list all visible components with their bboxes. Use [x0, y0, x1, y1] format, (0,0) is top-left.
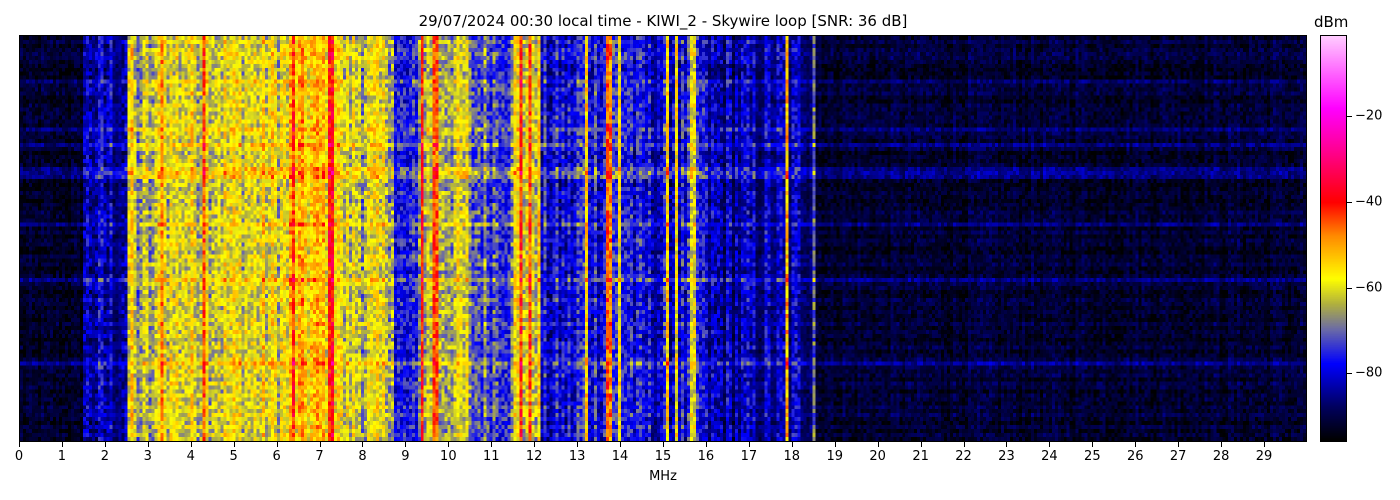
x-tick-label: 20	[869, 449, 886, 464]
x-tick	[1049, 442, 1051, 447]
x-tick-label: 15	[654, 449, 672, 464]
x-tick-label: 29	[1255, 449, 1273, 464]
colorbar-tick-label: −60	[1355, 280, 1383, 296]
x-tick	[1264, 442, 1266, 447]
x-tick-label: 0	[14, 449, 24, 464]
colorbar-tick	[1347, 373, 1352, 375]
x-tick	[190, 442, 192, 447]
x-tick-label: 16	[697, 449, 715, 464]
x-tick	[276, 442, 278, 447]
x-tick-label: 10	[440, 449, 457, 464]
x-tick	[1092, 442, 1094, 447]
colorbar-label: dBm	[1314, 13, 1349, 31]
x-tick	[491, 442, 493, 447]
x-tick-label: 2	[100, 449, 109, 464]
x-tick	[577, 442, 579, 447]
x-tick	[663, 442, 664, 447]
x-tick-label: 3	[143, 449, 152, 464]
x-tick-label: 5	[229, 449, 238, 464]
x-tick-label: 26	[1126, 449, 1144, 464]
x-tick	[362, 442, 364, 447]
x-tick-label: 25	[1084, 449, 1101, 464]
x-tick	[19, 442, 20, 447]
x-tick-label: 6	[272, 449, 281, 464]
x-tick-label: 13	[568, 449, 586, 464]
x-tick-label: 22	[955, 449, 972, 464]
x-tick	[448, 442, 450, 447]
x-tick	[147, 442, 149, 447]
x-tick	[1178, 442, 1180, 447]
x-tick-label: 21	[912, 449, 929, 464]
x-tick	[534, 442, 536, 447]
x-tick	[705, 442, 707, 447]
x-tick	[233, 442, 235, 447]
chart-title: 29/07/2024 00:30 local time - KIWI_2 - S…	[418, 12, 908, 30]
x-tick-label: 27	[1169, 449, 1187, 464]
x-tick	[834, 442, 836, 447]
colorbar-tick	[1347, 287, 1352, 289]
x-axis-label: MHz	[649, 469, 677, 484]
x-tick-label: 24	[1041, 449, 1058, 464]
x-tick-label: 9	[401, 449, 410, 464]
x-tick	[319, 442, 321, 447]
x-tick	[963, 442, 965, 447]
x-tick-label: 23	[998, 449, 1015, 464]
colorbar	[1320, 35, 1347, 442]
x-tick	[791, 442, 793, 447]
x-tick	[104, 442, 106, 447]
x-tick	[1221, 442, 1223, 447]
x-tick	[405, 442, 407, 447]
x-tick	[748, 442, 750, 447]
x-tick-label: 7	[315, 449, 324, 464]
colorbar-tick	[1347, 116, 1352, 118]
x-tick-label: 12	[525, 449, 543, 464]
x-tick	[61, 442, 63, 447]
colorbar-tick-label: −20	[1355, 108, 1383, 124]
waterfall-heatmap	[20, 36, 1306, 441]
x-tick-label: 19	[826, 449, 843, 464]
colorbar-tick-label: −40	[1355, 194, 1383, 210]
x-tick-label: 14	[611, 449, 629, 464]
x-tick	[1135, 442, 1137, 447]
x-tick-label: 18	[783, 449, 801, 464]
x-tick-label: 4	[186, 449, 195, 464]
x-tick	[620, 442, 622, 447]
x-tick	[877, 442, 879, 447]
colorbar-tick	[1347, 202, 1352, 204]
x-tick-label: 11	[482, 449, 500, 464]
x-tick-label: 8	[358, 449, 367, 464]
x-tick	[1006, 442, 1008, 447]
x-tick-label: 17	[740, 449, 758, 464]
waterfall-plot	[19, 35, 1307, 442]
x-tick-label: 28	[1212, 449, 1230, 464]
x-tick	[920, 442, 922, 447]
colorbar-tick-label: −80	[1355, 365, 1383, 381]
x-tick-label: 1	[57, 449, 67, 464]
